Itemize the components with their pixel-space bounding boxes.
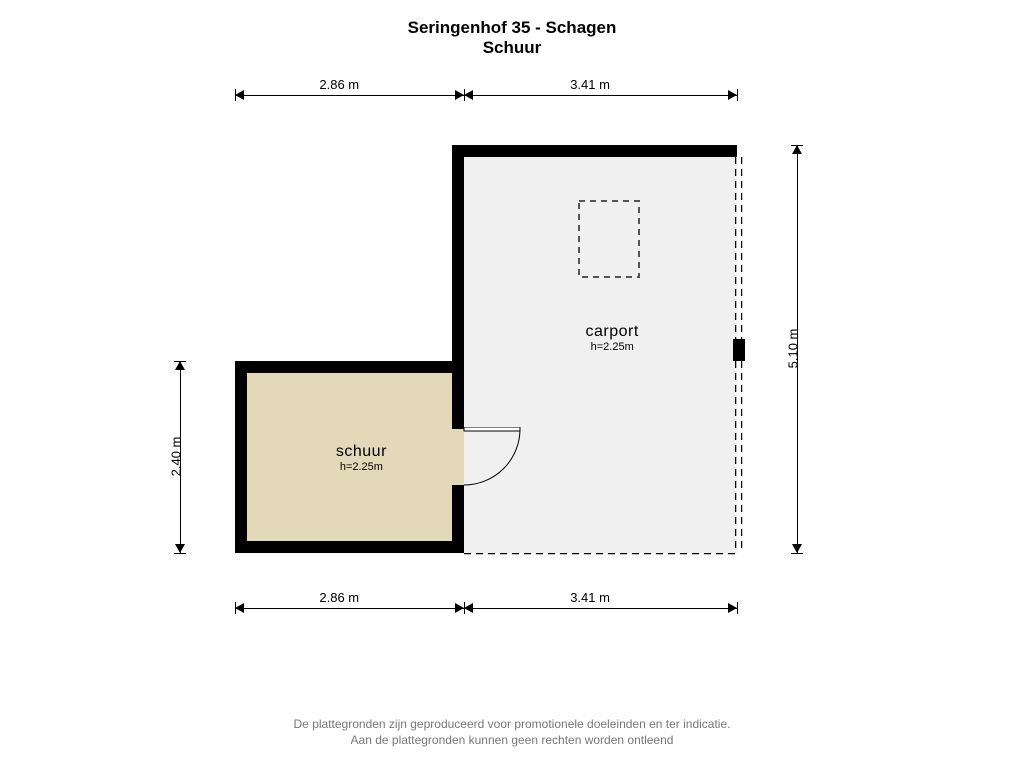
disclaimer-line1: De plattegronden zijn geproduceerd voor …: [0, 716, 1024, 732]
dim-left-0-label: 2.40 m: [168, 437, 183, 477]
disclaimer-line2: Aan de plattegronden kunnen geen rechten…: [0, 732, 1024, 748]
floorplan: schuurh=2.25mcarporth=2.25m2.86 m3.41 m2…: [0, 0, 1024, 768]
dim-left-0: 2.40 m: [0, 0, 1024, 768]
disclaimer: De plattegronden zijn geproduceerd voor …: [0, 716, 1024, 748]
